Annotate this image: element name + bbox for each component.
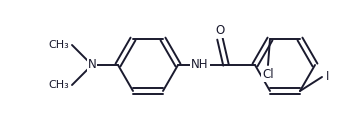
Text: I: I — [326, 70, 329, 83]
Text: N: N — [88, 59, 96, 72]
Text: Cl: Cl — [262, 68, 274, 81]
Text: O: O — [215, 24, 225, 37]
Text: CH₃: CH₃ — [48, 80, 69, 90]
Text: NH: NH — [191, 59, 209, 72]
Text: CH₃: CH₃ — [48, 40, 69, 50]
